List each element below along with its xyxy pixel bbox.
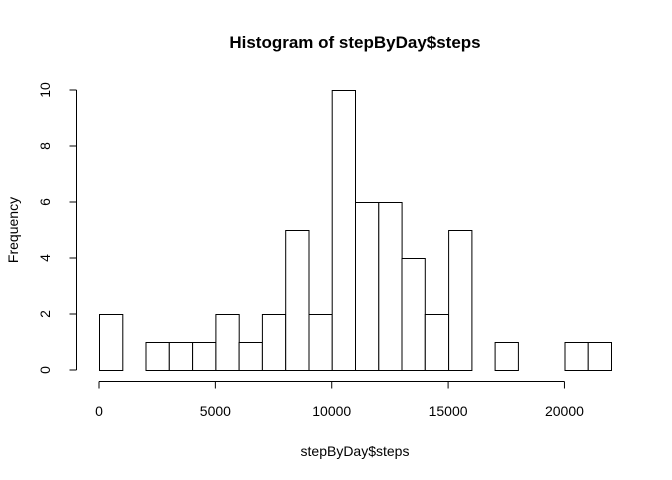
histogram-bar — [261, 314, 287, 371]
histogram-bar — [355, 202, 380, 371]
x-tick-label: 5000 — [200, 403, 231, 419]
y-tick-label: 6 — [37, 198, 53, 206]
histogram-bar — [285, 230, 310, 371]
y-tick-label: 8 — [37, 142, 53, 150]
histogram-bar — [448, 230, 473, 371]
histogram-bar — [494, 342, 519, 371]
y-tick-label: 0 — [37, 366, 53, 374]
histogram-bar — [587, 342, 613, 371]
y-tick-label: 4 — [37, 254, 53, 262]
x-axis: 0 5000 10000 15000 20000 — [95, 381, 584, 419]
y-tick-label: 2 — [37, 310, 53, 318]
histogram-bar — [168, 342, 194, 371]
x-tick-label: 20000 — [545, 403, 584, 419]
histogram-bar — [215, 314, 240, 371]
histogram-bar — [99, 314, 124, 371]
histogram-bar — [308, 314, 333, 371]
chart-title: Histogram of stepByDay$steps — [229, 33, 480, 52]
histogram-bar — [424, 314, 450, 371]
histogram-bar — [401, 258, 426, 371]
histogram-bar — [378, 202, 403, 371]
histogram-bar — [145, 342, 170, 371]
y-axis: 0 2 4 6 8 10 — [37, 82, 77, 374]
x-tick-label: 15000 — [429, 403, 468, 419]
histogram-bar — [238, 342, 263, 371]
x-tick-label: 10000 — [312, 403, 351, 419]
y-tick-label: 10 — [37, 82, 53, 98]
bars-group — [99, 90, 613, 371]
y-axis-label: Frequency — [5, 197, 21, 263]
x-tick-label: 0 — [95, 403, 103, 419]
histogram-bar — [564, 342, 589, 371]
histogram-bar — [192, 342, 217, 371]
histogram-bar — [331, 90, 357, 371]
x-axis-label: stepByDay$steps — [301, 443, 410, 459]
